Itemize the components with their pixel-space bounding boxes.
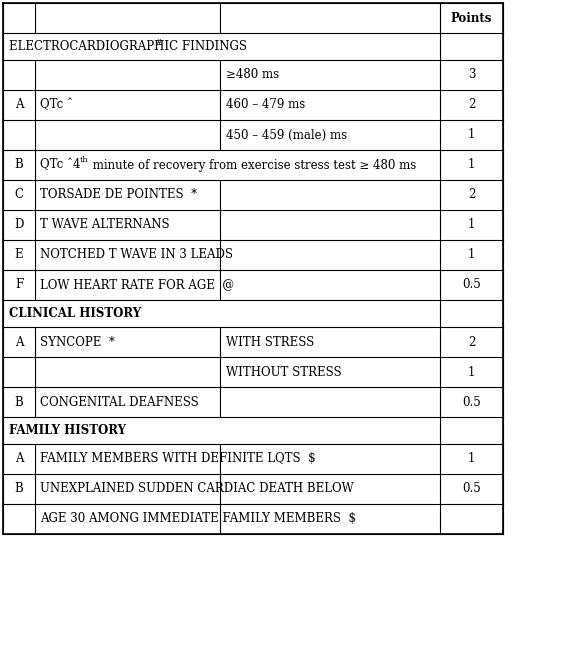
Text: A: A	[15, 98, 23, 112]
Text: LOW HEART RATE FOR AGE  @: LOW HEART RATE FOR AGE @	[40, 279, 234, 291]
Text: 4: 4	[73, 158, 80, 172]
Text: 1: 1	[468, 128, 475, 142]
Text: 2: 2	[468, 188, 475, 202]
Text: 3: 3	[468, 69, 475, 81]
Text: T WAVE ALTERNANS: T WAVE ALTERNANS	[40, 218, 170, 232]
Text: 2: 2	[468, 335, 475, 349]
Text: E: E	[15, 248, 23, 261]
Text: 2: 2	[468, 98, 475, 112]
Text: QTc ˆ: QTc ˆ	[40, 98, 73, 112]
Text: WITH STRESS: WITH STRESS	[226, 335, 314, 349]
Text: #: #	[156, 37, 162, 45]
Text: 0.5: 0.5	[462, 482, 481, 496]
Text: CLINICAL HISTORY: CLINICAL HISTORY	[9, 307, 141, 320]
Text: AGE 30 AMONG IMMEDIATE FAMILY MEMBERS  $: AGE 30 AMONG IMMEDIATE FAMILY MEMBERS $	[40, 512, 356, 526]
Text: D: D	[14, 218, 24, 232]
Text: WITHOUT STRESS: WITHOUT STRESS	[226, 365, 341, 379]
Text: SYNCOPE  *: SYNCOPE *	[40, 335, 115, 349]
Text: QTc ˆ: QTc ˆ	[40, 158, 73, 172]
Text: 1: 1	[468, 365, 475, 379]
Text: B: B	[15, 482, 23, 496]
Text: C: C	[14, 188, 23, 202]
Text: 1: 1	[468, 248, 475, 261]
Text: UNEXPLAINED SUDDEN CARDIAC DEATH BELOW: UNEXPLAINED SUDDEN CARDIAC DEATH BELOW	[40, 482, 354, 496]
Text: B: B	[15, 158, 23, 172]
Text: 0.5: 0.5	[462, 395, 481, 409]
Text: A: A	[15, 335, 23, 349]
Text: 1: 1	[468, 158, 475, 172]
Text: FAMILY MEMBERS WITH DEFINITE LQTS  $: FAMILY MEMBERS WITH DEFINITE LQTS $	[40, 452, 316, 466]
Text: 460 – 479 ms: 460 – 479 ms	[226, 98, 306, 112]
Text: A: A	[15, 452, 23, 466]
Text: 1: 1	[468, 452, 475, 466]
Text: ELECTROCARDIOGRAPHIC FINDINGS: ELECTROCARDIOGRAPHIC FINDINGS	[9, 40, 247, 53]
Text: th: th	[80, 156, 89, 164]
Text: F: F	[15, 279, 23, 291]
Text: 450 – 459 (male) ms: 450 – 459 (male) ms	[226, 128, 347, 142]
Text: CONGENITAL DEAFNESS: CONGENITAL DEAFNESS	[40, 395, 199, 409]
Text: Points: Points	[451, 11, 492, 25]
Text: 1: 1	[468, 218, 475, 232]
Text: 0.5: 0.5	[462, 279, 481, 291]
Text: FAMILY HISTORY: FAMILY HISTORY	[9, 424, 126, 437]
Text: TORSADE DE POINTES  *: TORSADE DE POINTES *	[40, 188, 197, 202]
Text: NOTCHED T WAVE IN 3 LEADS: NOTCHED T WAVE IN 3 LEADS	[40, 248, 233, 261]
Text: B: B	[15, 395, 23, 409]
Text: ≥480 ms: ≥480 ms	[226, 69, 279, 81]
Text: minute of recovery from exercise stress test ≥ 480 ms: minute of recovery from exercise stress …	[89, 158, 416, 172]
